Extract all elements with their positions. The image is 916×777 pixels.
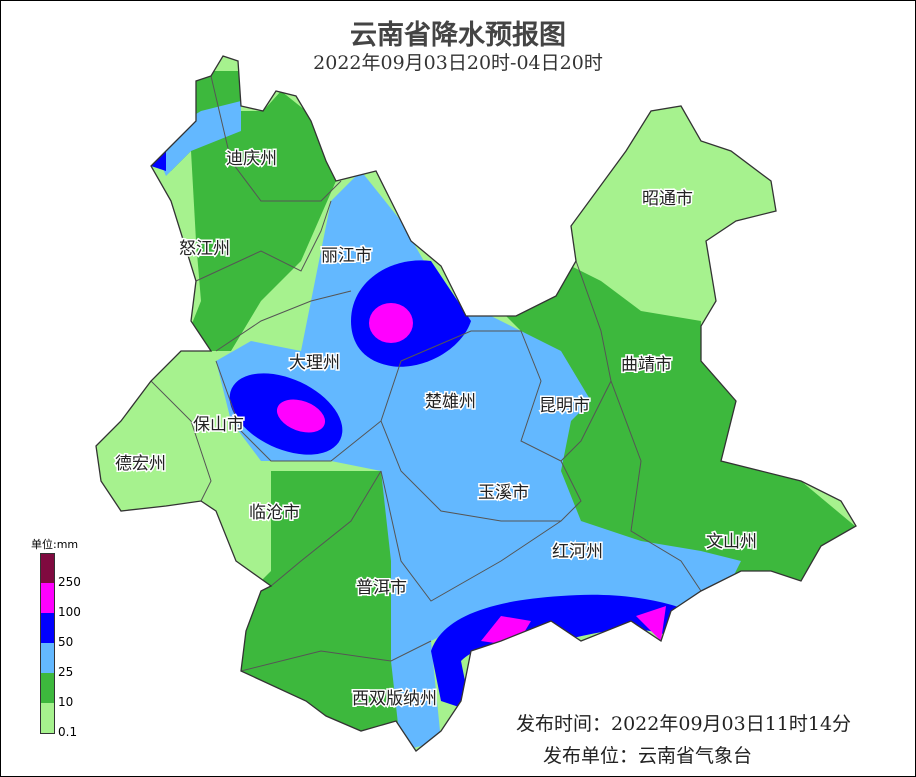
region-label-qujing: 曲靖市	[621, 355, 672, 375]
region-label-honghe: 红河州	[552, 542, 603, 562]
publisher: 发布单位：云南省气象台	[543, 745, 753, 767]
map-subtitle: 2022年09月03日20时-04日20时	[313, 52, 603, 74]
precipitation-legend: 单位:mm 250 100 50 25 10 0.1	[31, 536, 81, 739]
rain-100-250-area	[276, 399, 326, 433]
legend-swatch	[40, 703, 55, 734]
region-label-zhaotong: 昭通市	[642, 189, 693, 209]
legend-swatch	[40, 673, 55, 704]
region-label-wenshan: 文山州	[706, 532, 757, 552]
rain-25-50-area	[151, 101, 241, 176]
region-label-baoshan: 保山市	[193, 415, 244, 435]
region-label-diqing: 迪庆州	[226, 149, 277, 169]
legend-tick: 100	[58, 605, 81, 619]
rain-10-25-area	[501, 261, 856, 591]
region-label-xishuangbanna: 西双版纳州	[352, 689, 437, 709]
legend-swatch	[40, 613, 55, 644]
legend-tick: 0.1	[58, 725, 78, 739]
region-label-lincang: 临沧市	[249, 503, 300, 523]
legend-swatch	[40, 643, 55, 674]
region-label-lijiang: 丽江市	[321, 246, 372, 266]
legend-tick: 25	[58, 665, 74, 679]
legend-unit: 单位:mm	[31, 538, 79, 551]
region-label-dali: 大理州	[289, 353, 340, 373]
prefecture-borders	[150, 75, 702, 672]
legend-tick: 250	[58, 575, 81, 589]
legend-tick: 10	[58, 695, 74, 709]
region-label-chuxiong: 楚雄州	[425, 392, 476, 412]
legend-tick: 50	[58, 635, 74, 649]
region-label-yuxi: 玉溪市	[478, 483, 529, 503]
legend-swatch	[40, 583, 55, 614]
map-title: 云南省降水预报图	[350, 20, 566, 51]
rain-100-250-area	[369, 303, 413, 343]
region-label-kunming: 昆明市	[539, 396, 590, 416]
region-label-dehong: 德宏州	[115, 454, 166, 474]
rain-100-250-area	[636, 606, 666, 641]
publish-time: 发布时间：2022年09月03日11时14分	[516, 713, 852, 735]
region-label-puer: 普洱市	[356, 578, 407, 598]
legend-swatch	[40, 553, 55, 585]
region-label-nujiang: 怒江州	[179, 239, 230, 259]
